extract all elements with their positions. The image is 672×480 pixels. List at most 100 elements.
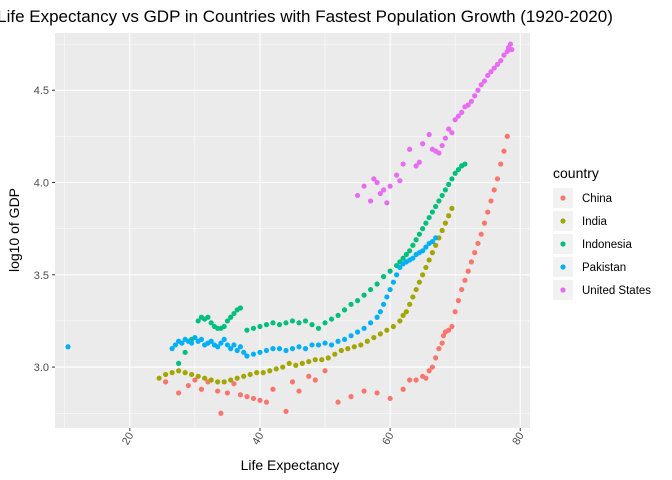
point-india — [312, 357, 318, 363]
point-china — [423, 375, 429, 381]
point-china — [468, 259, 475, 265]
point-united-states — [436, 150, 442, 156]
point-india — [202, 375, 208, 381]
point-china — [387, 395, 393, 402]
point-indonesia — [423, 220, 429, 226]
point-indonesia — [410, 242, 416, 248]
point-pakistan — [394, 272, 400, 278]
point-china — [501, 148, 507, 154]
point-united-states — [494, 61, 501, 67]
legend-label-china: China — [582, 193, 613, 205]
point-china — [257, 397, 263, 403]
point-united-states — [371, 176, 377, 182]
point-united-states — [400, 161, 406, 167]
point-indonesia — [289, 318, 296, 324]
point-pakistan — [250, 351, 257, 357]
point-indonesia — [439, 192, 445, 199]
point-united-states — [354, 192, 361, 199]
point-pakistan — [397, 264, 403, 271]
point-indonesia — [195, 318, 201, 324]
point-china — [263, 399, 270, 405]
legend-marker-china — [560, 195, 566, 201]
point-pakistan — [348, 333, 354, 339]
point-pakistan — [241, 349, 247, 355]
point-india — [413, 286, 419, 293]
point-pakistan — [263, 347, 270, 354]
point-united-states — [485, 72, 491, 79]
point-indonesia — [380, 274, 387, 280]
point-indonesia — [436, 198, 442, 204]
point-india — [156, 375, 162, 381]
point-china — [498, 161, 504, 167]
point-indonesia — [309, 322, 315, 328]
point-pakistan — [367, 320, 374, 326]
point-united-states — [446, 126, 452, 132]
point-indonesia — [328, 316, 335, 322]
point-pakistan — [234, 347, 240, 354]
point-china — [250, 395, 257, 402]
point-pakistan — [374, 314, 380, 320]
point-united-states — [498, 58, 504, 64]
point-pakistan — [215, 344, 221, 350]
point-pakistan — [296, 344, 302, 350]
y-tick-label: 4.0 — [34, 178, 49, 190]
point-india — [338, 347, 344, 354]
point-india — [169, 370, 175, 376]
point-china — [218, 410, 224, 416]
point-india — [371, 334, 377, 341]
point-india — [390, 323, 396, 330]
point-india — [403, 309, 409, 315]
point-indonesia — [208, 320, 214, 326]
y-tick-label: 3.5 — [34, 270, 49, 282]
point-pakistan — [302, 346, 309, 352]
point-pakistan — [380, 301, 387, 307]
legend-title: country — [553, 165, 599, 181]
point-china — [462, 277, 468, 283]
point-india — [429, 250, 435, 256]
point-indonesia — [429, 209, 435, 215]
point-china — [481, 220, 488, 226]
point-united-states — [465, 102, 471, 108]
point-china — [335, 399, 341, 405]
point-indonesia — [244, 327, 250, 333]
point-pakistan — [231, 342, 237, 348]
point-indonesia — [442, 187, 449, 193]
plot-panel — [55, 33, 530, 428]
point-pakistan — [283, 347, 289, 354]
point-united-states — [397, 178, 403, 184]
point-pakistan — [423, 244, 429, 250]
point-india — [254, 370, 260, 376]
point-china — [215, 388, 221, 394]
y-tick-label: 3.0 — [34, 362, 49, 374]
legend: country China India Indonesia Pakistan Unite… — [553, 165, 651, 300]
point-india — [397, 318, 403, 324]
point-india — [423, 264, 429, 271]
point-pakistan — [169, 346, 175, 352]
point-pakistan — [192, 334, 198, 341]
point-indonesia — [237, 305, 244, 311]
x-tick-label: 40 — [250, 431, 267, 448]
point-india — [189, 371, 195, 378]
point-united-states — [509, 47, 515, 53]
point-indonesia — [224, 318, 231, 324]
point-china — [361, 388, 367, 394]
point-indonesia — [250, 325, 257, 331]
point-indonesia — [387, 268, 393, 274]
point-india — [433, 242, 439, 248]
point-china — [176, 390, 182, 396]
point-india — [410, 294, 416, 300]
point-united-states — [472, 93, 478, 99]
point-indonesia — [407, 248, 413, 254]
point-indonesia — [257, 323, 263, 330]
point-india — [215, 379, 221, 385]
point-pakistan — [221, 336, 227, 343]
point-china — [192, 377, 198, 383]
point-indonesia — [283, 320, 289, 326]
point-united-states — [361, 183, 367, 189]
point-india — [420, 272, 426, 278]
point-united-states — [507, 41, 514, 47]
point-india — [176, 368, 182, 374]
point-china — [494, 176, 501, 182]
point-indonesia — [270, 320, 276, 326]
point-pakistan — [208, 338, 214, 344]
